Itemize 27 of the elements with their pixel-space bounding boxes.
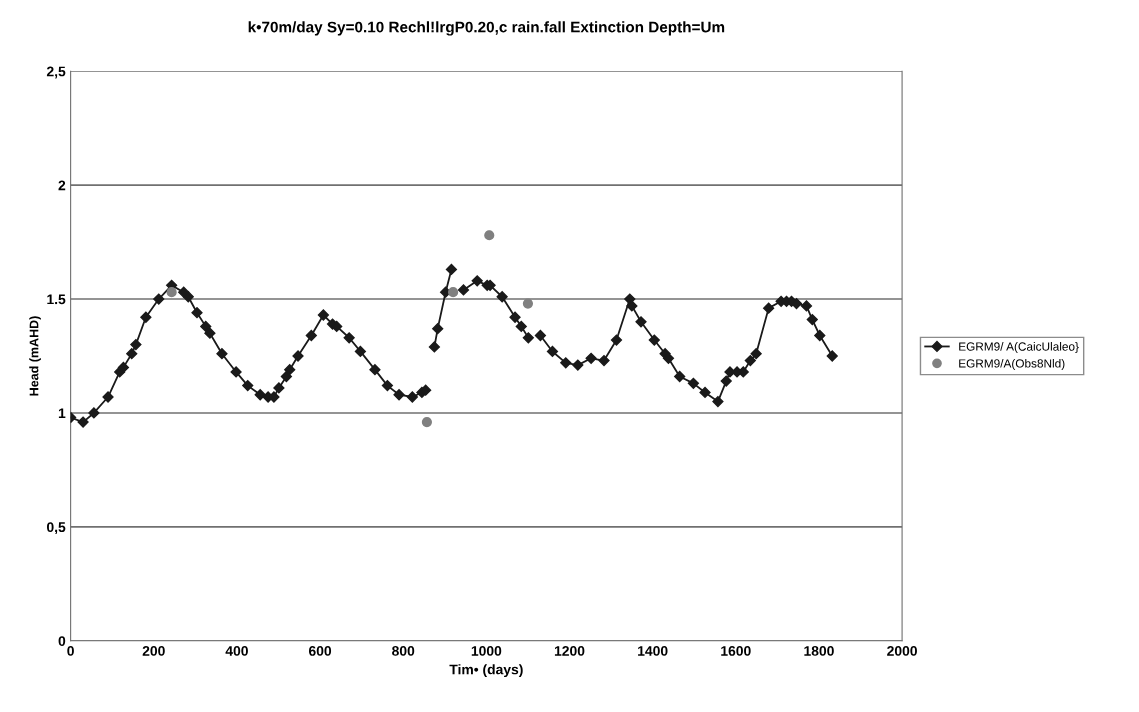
point [448, 287, 459, 298]
x-tick-label: 1600 [721, 646, 751, 656]
y-tick-label: 2 [58, 180, 66, 191]
x-tick-label: 2000 [887, 646, 917, 656]
point [421, 416, 432, 428]
x-tick-label: 800 [392, 646, 415, 656]
y-tick-label: 1 [58, 408, 66, 418]
legend-label: EGRM9/ A(CaicUlaleo} [959, 342, 1079, 354]
x-tick-label: 1200 [554, 646, 585, 656]
x-tick-label: 1400 [638, 646, 668, 656]
x-tick-label: 1000 [471, 646, 502, 656]
legend-label: EGRM9/A(Obs8Nld) [959, 358, 1065, 370]
point [166, 287, 177, 298]
y-tick-label: 0,5 [47, 522, 66, 535]
x-tick-label: 600 [308, 646, 332, 656]
point [522, 298, 534, 309]
x-tick-label: 1800 [804, 646, 834, 656]
point [484, 230, 495, 241]
x-tick-label: 0 [67, 646, 74, 656]
x-tick-label: 200 [142, 646, 165, 656]
x-tick-label: 400 [225, 646, 248, 656]
y-tick-label: 2,5 [46, 66, 66, 79]
y-axis-title: Head (mAHD) [29, 316, 41, 396]
chart-title: k•70m/day Sy=0.10 Rechl!lrgP0.20,c rain.fall Extinction Depth=Um [248, 21, 725, 36]
y-tick-label: 0 [58, 636, 66, 646]
y-tick-label: 1.5 [47, 294, 66, 305]
x-axis-title: Tim• (days) [449, 664, 523, 678]
